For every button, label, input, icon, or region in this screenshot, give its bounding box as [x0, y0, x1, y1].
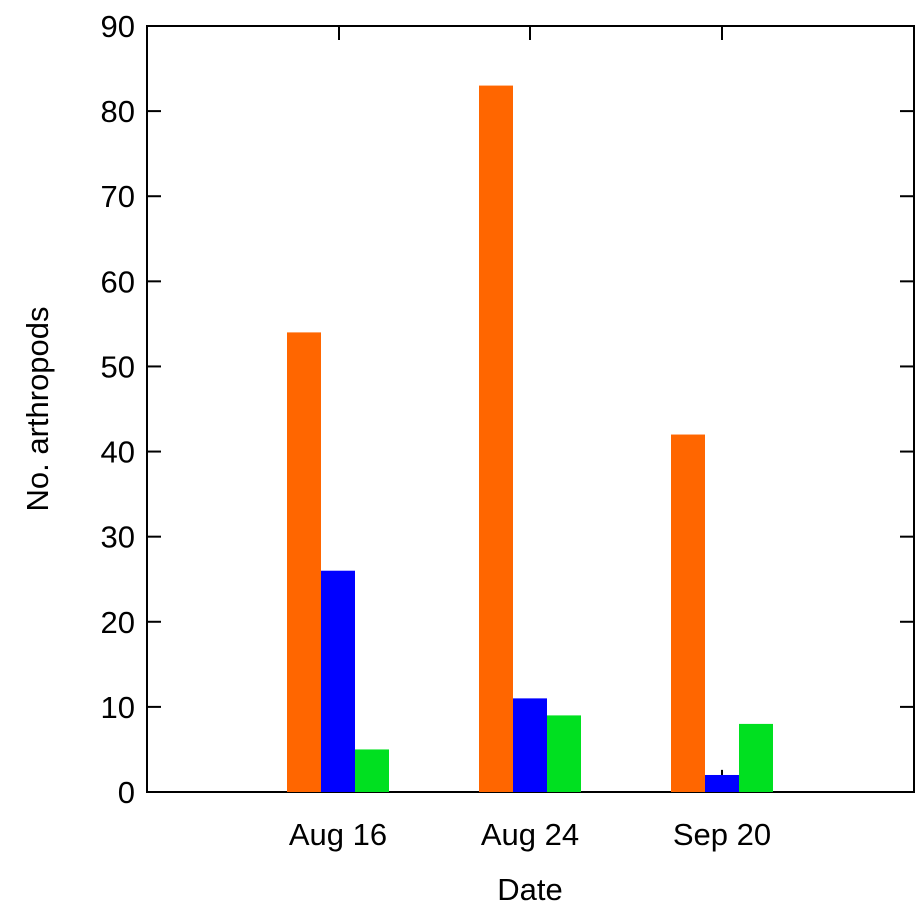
x-tick-label: Sep 20 [673, 817, 771, 852]
bar [547, 715, 581, 792]
y-tick-label: 50 [101, 349, 135, 384]
bars [287, 85, 773, 793]
y-tick-label: 10 [101, 690, 135, 725]
x-axis-title: Date [497, 872, 562, 907]
y-ticks: 0 10 20 30 40 50 60 70 80 90 [101, 9, 914, 810]
plot-frame [146, 25, 915, 793]
y-tick-label: 60 [101, 264, 135, 299]
y-tick-label: 20 [101, 605, 135, 640]
y-tick-label: 90 [101, 9, 135, 44]
x-top-ticks [146, 26, 723, 40]
y-tick-label: 0 [118, 775, 135, 810]
bar [671, 434, 705, 792]
bar [513, 698, 547, 792]
x-tick-label: Aug 24 [481, 817, 579, 852]
bar [479, 85, 513, 793]
bar [739, 723, 773, 792]
y-tick-label: 80 [101, 94, 135, 129]
x-ticks: Aug 16 Aug 24 Sep 20 [289, 817, 771, 852]
y-axis-title: No. arthropods [20, 306, 55, 511]
y-tick-label: 40 [101, 435, 135, 470]
bar [355, 749, 389, 792]
bar [321, 570, 355, 792]
y-tick-label: 30 [101, 520, 135, 555]
x-tick-label: Aug 16 [289, 817, 387, 852]
y-tick-label: 70 [101, 179, 135, 214]
bar [287, 332, 321, 792]
bar [705, 774, 739, 792]
